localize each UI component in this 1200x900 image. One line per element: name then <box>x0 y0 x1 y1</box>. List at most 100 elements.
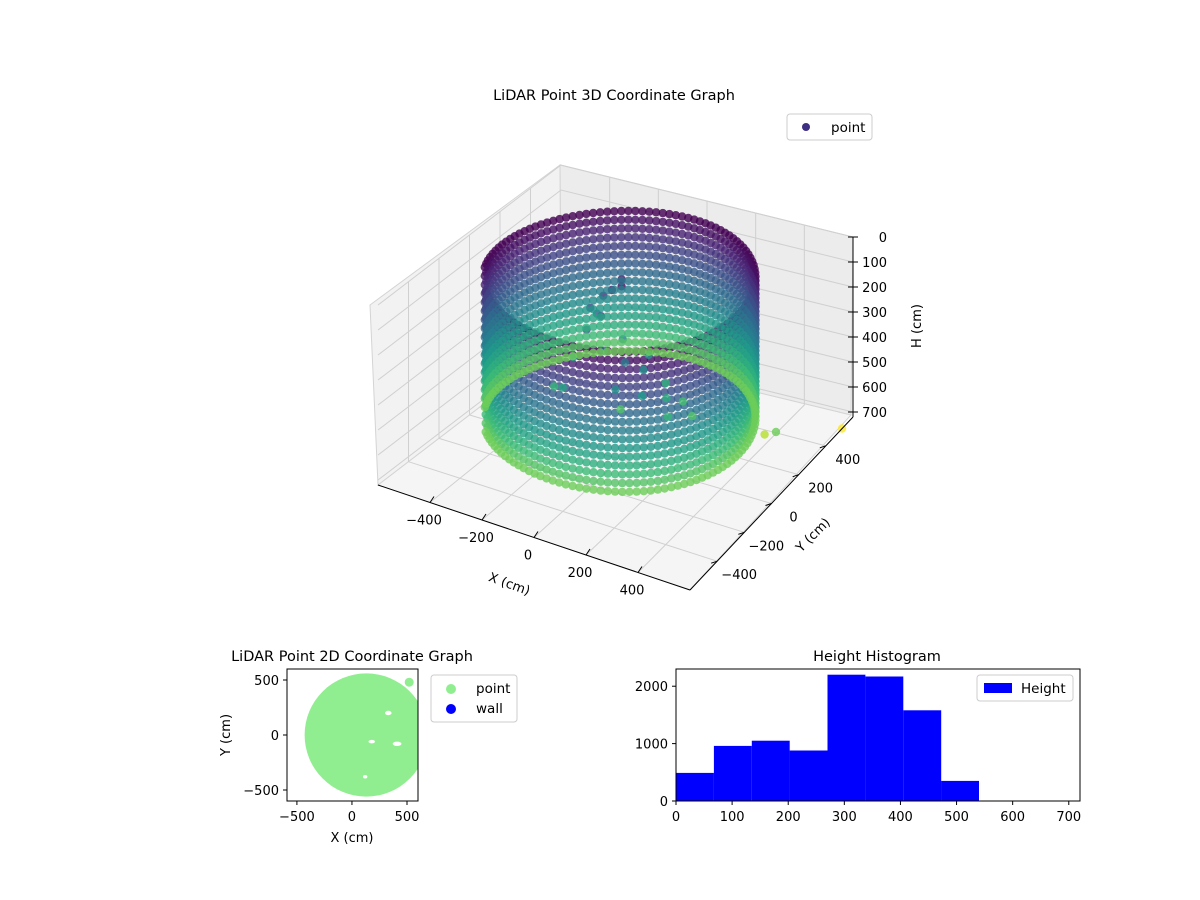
point-marker <box>616 405 625 414</box>
point-marker <box>596 390 605 399</box>
point-marker <box>596 295 605 304</box>
point-marker <box>603 216 612 225</box>
point-marker <box>645 268 654 278</box>
point-marker <box>582 458 591 467</box>
point-marker <box>596 278 605 287</box>
y-tick-label-histogram: 1000 <box>635 738 668 753</box>
point-marker <box>665 253 674 262</box>
point-marker <box>603 225 612 234</box>
point-marker <box>596 216 605 226</box>
point-marker <box>653 424 662 433</box>
point-marker <box>677 221 687 230</box>
x-tick-3d <box>429 496 435 503</box>
point-marker <box>549 277 558 287</box>
point-marker <box>663 412 673 421</box>
point-marker <box>589 433 598 442</box>
point-marker <box>671 281 680 290</box>
point-marker <box>575 263 584 272</box>
point-marker <box>610 233 619 242</box>
point-marker <box>603 364 612 373</box>
point-marker <box>561 462 570 472</box>
point-marker <box>658 235 667 244</box>
point-marker <box>645 321 654 330</box>
point-marker <box>632 408 641 418</box>
point-marker <box>610 434 620 444</box>
point-marker <box>639 487 648 496</box>
point-marker <box>673 402 682 412</box>
point-marker <box>625 382 634 391</box>
grid-line-z <box>377 164 854 306</box>
point-marker <box>589 348 598 358</box>
point-marker <box>651 295 661 304</box>
point-marker <box>568 325 577 335</box>
point-marker <box>638 268 647 277</box>
point-marker <box>658 305 667 314</box>
point-marker <box>575 245 584 255</box>
point-marker <box>660 423 669 432</box>
point-marker <box>582 414 591 423</box>
point-marker <box>589 278 598 288</box>
point-marker <box>575 272 584 281</box>
point-marker <box>639 399 648 408</box>
point-marker <box>589 398 598 407</box>
point-marker <box>550 382 559 391</box>
point-marker <box>589 287 598 296</box>
legend-histogram-swatch <box>984 683 1012 693</box>
point-marker <box>618 365 627 374</box>
point-marker <box>555 302 564 311</box>
point-marker <box>603 277 612 286</box>
point-marker <box>665 279 674 289</box>
point-marker <box>638 277 647 286</box>
point-marker <box>639 408 648 417</box>
point-marker <box>632 452 641 461</box>
x-tick-label-histogram: 500 <box>944 810 969 825</box>
point-marker <box>603 286 612 295</box>
point-marker <box>555 241 564 250</box>
point-marker <box>549 225 558 234</box>
point-marker <box>568 334 577 343</box>
point-marker <box>646 407 655 416</box>
point-marker <box>651 286 661 296</box>
point-marker <box>673 464 682 473</box>
point-marker <box>639 382 648 391</box>
point-marker <box>589 217 598 226</box>
x-tick-label-histogram: 0 <box>672 810 680 825</box>
point-marker <box>481 419 490 428</box>
point-marker <box>658 226 667 235</box>
point-marker <box>610 443 620 453</box>
y-tick-label-histogram: 0 <box>660 795 668 810</box>
point-marker <box>671 237 680 246</box>
point-marker <box>617 311 626 321</box>
point-marker <box>653 467 662 477</box>
point-marker <box>561 257 571 266</box>
point-marker <box>645 277 654 286</box>
x-tick-label-2d: 0 <box>348 810 356 825</box>
point-marker <box>646 442 655 451</box>
point-marker <box>568 385 577 394</box>
point-marker <box>611 385 620 394</box>
point-marker <box>639 469 648 478</box>
point-marker <box>645 286 654 295</box>
y-tick-label-2d: −500 <box>243 784 279 799</box>
legend-3d: point <box>786 113 873 141</box>
point-marker <box>658 287 667 297</box>
point-marker <box>603 425 612 435</box>
point-marker <box>561 327 571 336</box>
point-marker <box>603 373 612 382</box>
point-marker <box>582 379 591 388</box>
point-marker <box>638 329 647 338</box>
point-marker <box>667 483 676 492</box>
point-marker <box>596 468 605 478</box>
histogram-bar <box>676 772 714 801</box>
point-marker <box>561 392 570 402</box>
point-marker <box>771 427 781 437</box>
point-marker <box>618 487 627 497</box>
point-marker <box>665 262 674 271</box>
chart-height-histogram: Height Histogram 0 100 200 300 400 500 600 7000… <box>635 649 1081 825</box>
point-marker <box>603 452 612 461</box>
point-marker <box>671 342 680 351</box>
point-marker <box>632 373 641 383</box>
point-marker <box>677 352 687 361</box>
point-marker <box>658 340 667 349</box>
point-marker <box>610 294 619 303</box>
